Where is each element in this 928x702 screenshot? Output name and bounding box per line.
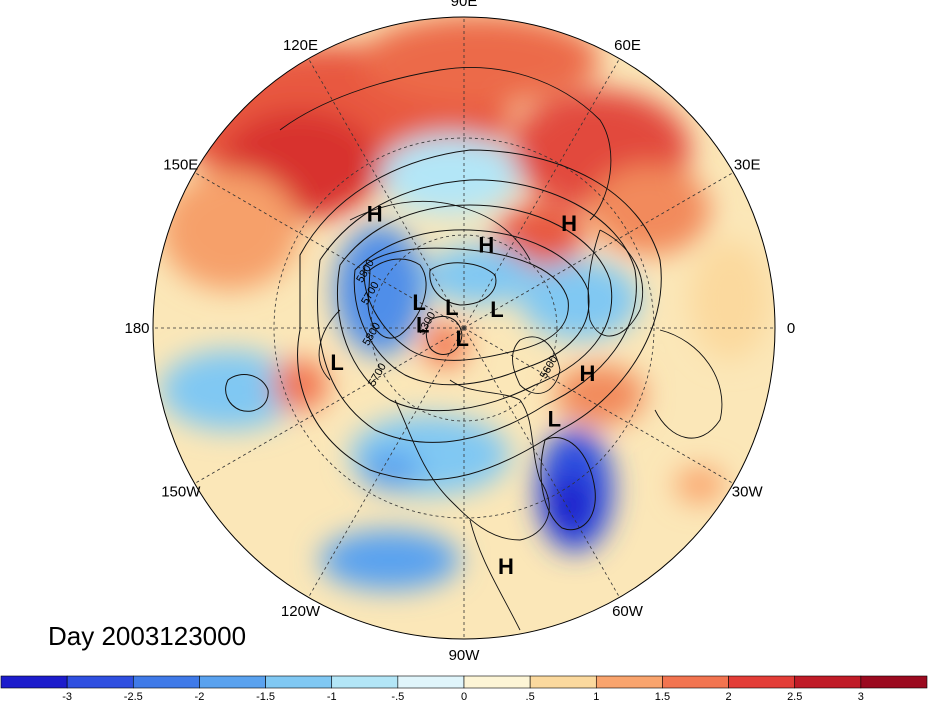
colorbar-swatch	[662, 675, 729, 689]
longitude-label: 30W	[732, 484, 764, 501]
colorbar-tick-label: 2	[726, 691, 732, 702]
coast-alaska	[318, 309, 341, 381]
high-pressure-marker: H	[579, 361, 595, 386]
colorbar-swatch	[529, 675, 597, 689]
colorbar-tick-label: -1	[327, 691, 337, 702]
colorbar-tick-label: -1.5	[256, 691, 275, 702]
colorbar-swatch	[132, 675, 200, 689]
meridian-150	[194, 172, 465, 329]
longitude-label: 90W	[449, 647, 481, 664]
colorbar-swatch	[0, 675, 68, 689]
meridian-lines	[153, 17, 775, 639]
longitude-label: 30E	[734, 157, 761, 174]
day-label: Day 2003123000	[48, 621, 246, 651]
colorbar-swatch	[463, 675, 531, 689]
longitude-labels: 90E 60E 30E 0 30W 60W 90W 120W 150W 180 150E 120E	[124, 0, 795, 664]
longitude-label: 150W	[161, 484, 201, 501]
colorbar-tick-label: 0	[461, 691, 467, 702]
contour-5300	[367, 258, 427, 339]
meridian-300	[463, 327, 620, 598]
coastlines	[279, 67, 723, 631]
colorbar-swatch	[860, 675, 928, 689]
colorbar-tick-label: 1.5	[655, 691, 670, 702]
coast-siberia-north	[349, 200, 531, 261]
low-pressure-marker: L	[412, 290, 425, 315]
high-pressure-marker: H	[478, 233, 494, 258]
longitude-label: 60W	[612, 603, 644, 620]
high-pressure-marker: H	[561, 211, 577, 236]
longitude-label: 120W	[281, 603, 321, 620]
meridian-330	[463, 327, 734, 484]
contour-5500	[353, 229, 590, 386]
meridian-60	[463, 58, 620, 329]
longitude-label: 90E	[451, 0, 478, 10]
colorbar-tick-label: -2	[195, 691, 205, 702]
contour-lower-b	[425, 316, 463, 355]
longitude-label: 0	[787, 320, 795, 337]
colorbar-swatch	[397, 675, 465, 689]
colorbar-swatch	[199, 675, 266, 689]
contour-5600	[336, 204, 613, 412]
coast-asia	[279, 67, 612, 221]
colorbar-swatch	[265, 675, 333, 689]
coast-africa	[654, 329, 723, 439]
colorbar: -3 -2.5 -2 -1.5 -1 -.5 0 .5 1 1.5 2 2.5 3	[0, 675, 928, 702]
contour-5800	[297, 149, 662, 481]
longitude-label: 150E	[163, 157, 198, 174]
longitude-label: 180	[124, 320, 149, 337]
meridian-30	[463, 172, 734, 329]
low-pressure-marker: L	[548, 406, 561, 431]
colorbar-swatch	[595, 675, 663, 689]
colorbar-swatch	[728, 675, 796, 689]
colorbar-tick-label: 1	[593, 691, 599, 702]
colorbar-tick-label: .5	[526, 691, 535, 702]
contour-pacific	[225, 374, 269, 412]
meridian-240	[308, 327, 465, 598]
hemisphere-outline	[152, 16, 776, 640]
high-pressure-marker: H	[498, 554, 514, 579]
coast-europe	[587, 229, 644, 337]
colorbar-tick-label: 3	[858, 691, 864, 702]
colorbar-swatch	[331, 675, 399, 689]
longitude-label: 60E	[614, 37, 641, 54]
low-pressure-marker: L	[416, 312, 429, 337]
contour-atlantic	[540, 437, 596, 531]
colorbar-swatch	[66, 675, 134, 689]
coast-greenland	[512, 336, 561, 394]
low-pressure-marker: L	[490, 297, 503, 322]
colorbar-tick-label: -3	[62, 691, 72, 702]
meridian-120	[308, 58, 465, 329]
contour-5700	[317, 179, 637, 443]
height-contours	[225, 149, 662, 531]
high-pressure-marker: H	[367, 202, 383, 227]
meridian-210	[194, 327, 465, 484]
longitude-label: 120E	[283, 37, 318, 54]
low-pressure-marker: L	[455, 326, 468, 351]
colorbar-swatch	[794, 675, 862, 689]
colorbar-tick-label: -.5	[391, 691, 404, 702]
contour-5400	[363, 247, 569, 361]
low-pressure-marker: L	[330, 350, 343, 375]
contour-lower-a	[429, 262, 497, 306]
low-pressure-marker: L	[445, 295, 458, 320]
colorbar-tick-label: -2.5	[124, 691, 143, 702]
coast-north-america	[394, 379, 550, 541]
coast-central-america	[469, 519, 521, 631]
colorbar-tick-label: 2.5	[787, 691, 802, 702]
anomaly-field	[153, 17, 775, 639]
